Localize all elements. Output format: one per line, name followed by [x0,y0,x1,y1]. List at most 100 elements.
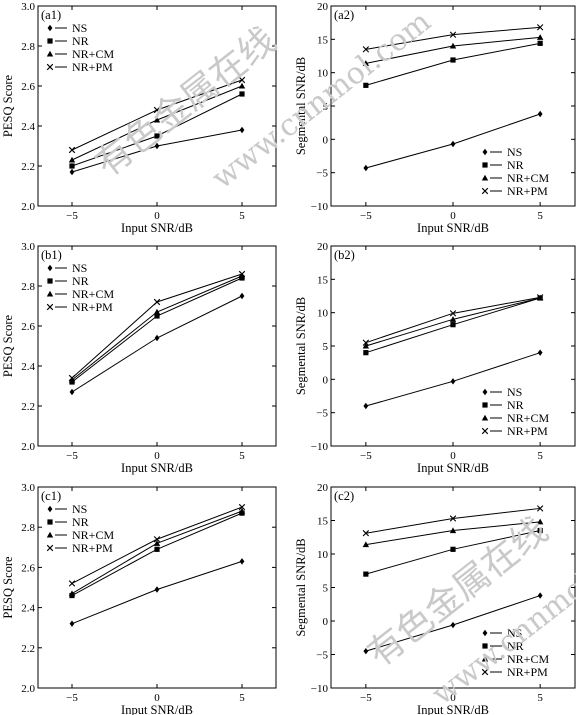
legend-label: NR [72,274,89,288]
data-point [154,313,160,319]
data-point [450,57,456,63]
y-tick-label: 0 [323,374,329,386]
y-axis-label: PESQ Score [1,314,15,377]
data-point [153,536,161,543]
data-point [363,402,369,410]
chart-panel: −10 −5 0 5 10 15 20 −5 0 5 Input SNR/dB Segmental S… [294,482,576,715]
x-tick-label: −5 [360,210,372,222]
data-point [363,164,369,172]
data-point [536,505,544,512]
x-tick-label: 0 [154,210,160,222]
legend-marker [47,264,53,272]
legend-label: NR+PM [72,300,113,314]
data-point [363,571,369,577]
data-point [450,322,456,328]
legend-label: NR+CM [72,287,114,301]
y-tick-label: 10 [317,549,329,561]
series-line [71,79,243,151]
legend-marker [47,24,53,32]
panel-label: (c2) [334,489,354,503]
y-tick-label: 2.4 [21,361,35,373]
legend-label: NR+PM [72,541,113,555]
legend-label: NS [72,21,87,35]
y-axis-label: PESQ Score [1,74,15,137]
series-line [71,93,243,167]
data-point [154,142,160,150]
data-point [239,558,245,565]
legend-marker [482,402,488,408]
x-tick-label: 5 [239,692,245,704]
panel-label: (b1) [41,248,62,262]
y-tick-label: 15 [317,516,329,528]
legend-marker [47,505,53,513]
x-tick-label: −5 [360,692,372,704]
x-tick-label: 0 [450,450,456,462]
legend-marker [482,629,488,637]
panel-label: (a1) [41,8,61,22]
data-point [238,82,246,89]
x-tick-label: 5 [239,210,245,222]
x-tick-label: −5 [66,692,78,704]
y-tick-label: 3.0 [21,241,35,253]
data-point [238,272,246,279]
legend-marker [481,655,489,662]
data-point [450,621,456,629]
data-point [238,270,246,278]
y-tick-label: 3.0 [21,1,35,13]
data-point [68,590,76,597]
data-point [363,82,369,88]
y-tick-label: 2.6 [21,81,35,93]
y-tick-label: −5 [316,408,328,420]
x-tick-label: 5 [239,450,245,462]
legend-label: NS [72,502,87,516]
chart-panel: −10 −5 0 5 10 15 20 −5 0 5 Input SNR/dB Segmental S… [294,241,576,475]
data-point [450,378,456,385]
y-tick-label: 2.0 [21,441,35,453]
data-point [154,334,160,342]
legend-label: NR+PM [507,424,548,438]
data-point [536,294,544,301]
legend-marker [482,643,488,649]
panel-label: (a2) [334,8,354,22]
x-tick-label: −5 [66,450,78,462]
chart-panel: 2.0 2.2 2.4 2.6 2.8 3.0 −5 0 5 Input SNR/dB PESQ S… [1,482,277,715]
y-axis-label: PESQ Score [1,556,15,619]
y-tick-label: −5 [316,650,328,662]
data-point [537,527,543,534]
data-point [153,106,161,114]
x-axis-label: Input SNR/dB [121,221,193,235]
y-tick-label: −10 [311,441,329,453]
legend-label: NS [72,261,87,275]
y-tick-label: 2.2 [21,643,35,655]
data-point [537,110,543,118]
data-point [537,40,543,46]
legend-label: NR [72,34,89,48]
legend-label: NS [507,626,522,640]
y-tick-label: 2.8 [21,41,35,53]
y-tick-label: 2.0 [21,201,35,213]
data-point [68,156,76,163]
data-point [153,298,161,306]
y-tick-label: 5 [323,583,329,595]
data-point [68,374,76,382]
legend-label: NR+PM [507,184,548,198]
chart-panel: 2.0 2.2 2.4 2.6 2.8 3.0 −5 0 5 Input SNR/dB PESQ S… [1,241,277,475]
data-point [68,580,76,587]
x-tick-label: −5 [360,450,372,462]
legend-label: NR [507,639,524,653]
data-point [68,146,76,154]
legend-label: NS [507,145,522,159]
y-tick-label: 2.0 [21,683,35,695]
legend-label: NR [507,158,524,172]
data-point [537,592,543,599]
data-point [449,316,457,322]
data-point [450,140,456,148]
data-point [238,76,246,84]
x-tick-label: 0 [154,692,160,704]
legend-label: NR+CM [72,528,114,542]
data-point [449,42,457,49]
x-tick-label: 0 [450,210,456,222]
y-tick-label: 20 [317,241,329,253]
